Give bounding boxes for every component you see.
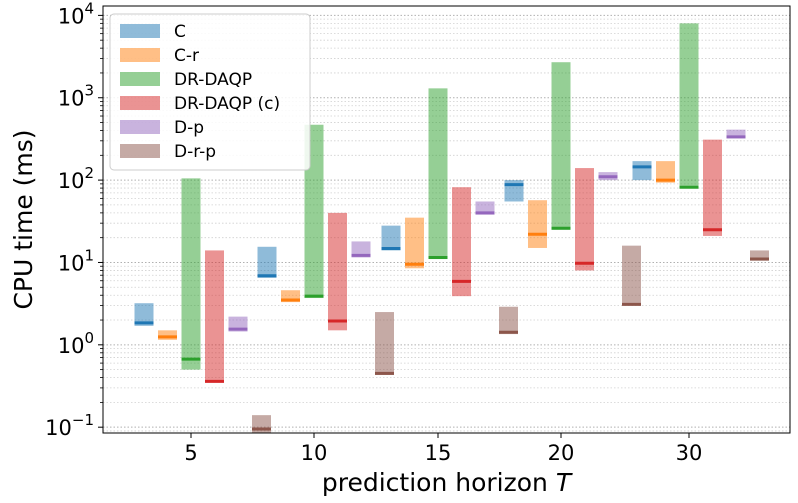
bar-c-r-T10 (281, 290, 300, 303)
bar-dr-daqp-c-T20 (575, 168, 594, 271)
y-tick-label: 102 (58, 164, 94, 193)
bar-c-T30 (632, 161, 652, 181)
bar-dr-daqp-T15 (428, 88, 448, 260)
bar-dr-daqp-T5 (181, 178, 201, 370)
bar-c-r-T30 (656, 161, 675, 183)
bar-d-p-T30 (726, 129, 746, 139)
bar-c-r-T15 (405, 217, 424, 269)
legend-entry-label: D-p (174, 118, 204, 138)
x-tick-label: 10 (301, 441, 328, 465)
legend-swatch (120, 144, 160, 158)
y-axis-label: CPU time (ms) (9, 129, 38, 309)
legend-swatch (120, 72, 160, 86)
y-tick-label: 103 (58, 82, 94, 111)
bar-d-p-T10 (351, 241, 371, 258)
x-tick-label: 5 (184, 441, 197, 465)
x-tick-label: 20 (548, 441, 575, 465)
y-ticks: 10−1 100 101 102 103 104 (45, 0, 103, 440)
x-axis-label: prediction horizon T (322, 468, 573, 497)
x-tick-label: 15 (425, 441, 452, 465)
bar-c-T5 (134, 303, 154, 326)
legend-swatch (120, 24, 160, 38)
x-axis-label-text: prediction horizon (322, 468, 548, 497)
legend-swatch (120, 96, 160, 110)
legend-entry-label: DR-DAQP (174, 70, 252, 90)
bars (134, 23, 769, 433)
x-ticks: 5 10 15 20 30 (184, 433, 702, 465)
bar-dr-daqp-T20 (551, 62, 571, 230)
bar-d-r-p-T15 (499, 306, 518, 335)
bar-c-r-T20 (528, 200, 547, 248)
bar-d-r-p-T20 (622, 245, 641, 306)
bar-d-r-p-T10 (375, 312, 394, 376)
legend-entry-label: D-r-p (174, 142, 216, 162)
bar-dr-daqp-c-T15 (452, 187, 471, 297)
bar-dr-daqp-c-T30 (703, 139, 722, 236)
legend-entry-label: C-r (174, 46, 199, 66)
legend-swatch (120, 48, 160, 62)
legend-swatch (120, 120, 160, 134)
x-tick-label: 30 (676, 441, 703, 465)
bar-c-T10 (257, 246, 277, 278)
y-tick-label: 100 (58, 329, 94, 358)
bar-dr-daqp-c-T10 (328, 212, 347, 331)
legend: C C-r DR-DAQP DR-DAQP (c) D-p D-r-p (109, 13, 311, 171)
y-tick-label: 10−1 (45, 411, 94, 440)
plot-frame (102, 5, 791, 434)
y-tick-label: 104 (58, 0, 94, 28)
y-tick-label: 101 (58, 246, 94, 275)
bar-d-r-p-T30 (750, 250, 769, 261)
bar-c-T15 (381, 225, 401, 251)
bar-dr-daqp-T30 (679, 23, 699, 189)
x-axis-label-var: T (556, 468, 573, 497)
legend-entry-label: DR-DAQP (c) (174, 94, 280, 114)
bar-c-r-T5 (158, 330, 177, 340)
legend-entry-label: C (174, 22, 186, 42)
bar-dr-daqp-c-T5 (205, 250, 224, 383)
